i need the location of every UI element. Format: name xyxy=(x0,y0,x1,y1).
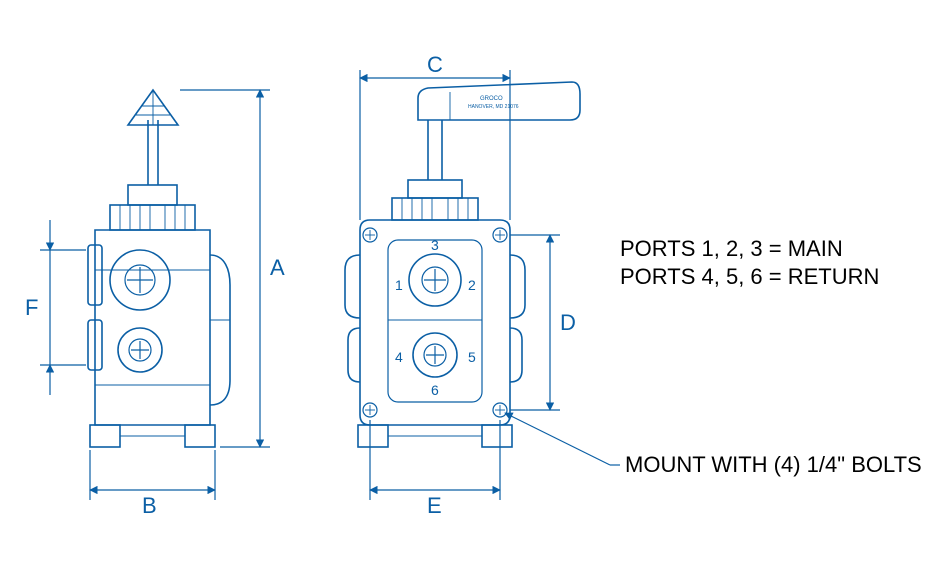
handle-text-1: GROCO xyxy=(480,96,503,102)
dim-label-C: C xyxy=(427,52,443,77)
side-view: A B F xyxy=(25,90,285,518)
port-label-6: 6 xyxy=(431,382,439,398)
mount-leader xyxy=(505,413,620,465)
port-label-3: 3 xyxy=(431,237,439,253)
dim-E: E xyxy=(370,420,500,518)
annot-mount: MOUNT WITH (4) 1/4" BOLTS xyxy=(625,452,922,477)
port-label-5: 5 xyxy=(468,349,476,365)
port-label-4: 4 xyxy=(395,349,403,365)
dim-label-D: D xyxy=(560,310,576,335)
dim-A: A xyxy=(180,90,285,447)
annot-ports-main: PORTS 1, 2, 3 = MAIN xyxy=(620,236,843,261)
dim-F: F xyxy=(25,220,86,395)
port-label-1: 1 xyxy=(395,277,403,293)
side-bosses xyxy=(88,245,170,372)
dim-label-A: A xyxy=(270,255,285,280)
front-view: 1 2 3 4 5 6 GROCO HANOVER, MD 21076 xyxy=(345,52,620,518)
dim-B: B xyxy=(90,450,215,518)
diagram-canvas: A B F xyxy=(0,0,940,587)
annotations: PORTS 1, 2, 3 = MAIN PORTS 4, 5, 6 = RET… xyxy=(620,236,922,477)
dim-C: C xyxy=(360,52,510,220)
handle-text-2: HANOVER, MD 21076 xyxy=(468,104,519,110)
dim-label-B: B xyxy=(142,493,157,518)
lever-handle: GROCO HANOVER, MD 21076 xyxy=(418,82,580,120)
valve-body-side xyxy=(95,230,210,425)
port-label-2: 2 xyxy=(468,277,476,293)
dim-label-E: E xyxy=(427,493,442,518)
dim-label-F: F xyxy=(25,295,38,320)
dim-D: D xyxy=(510,235,576,410)
annot-ports-return: PORTS 4, 5, 6 = RETURN xyxy=(620,264,879,289)
